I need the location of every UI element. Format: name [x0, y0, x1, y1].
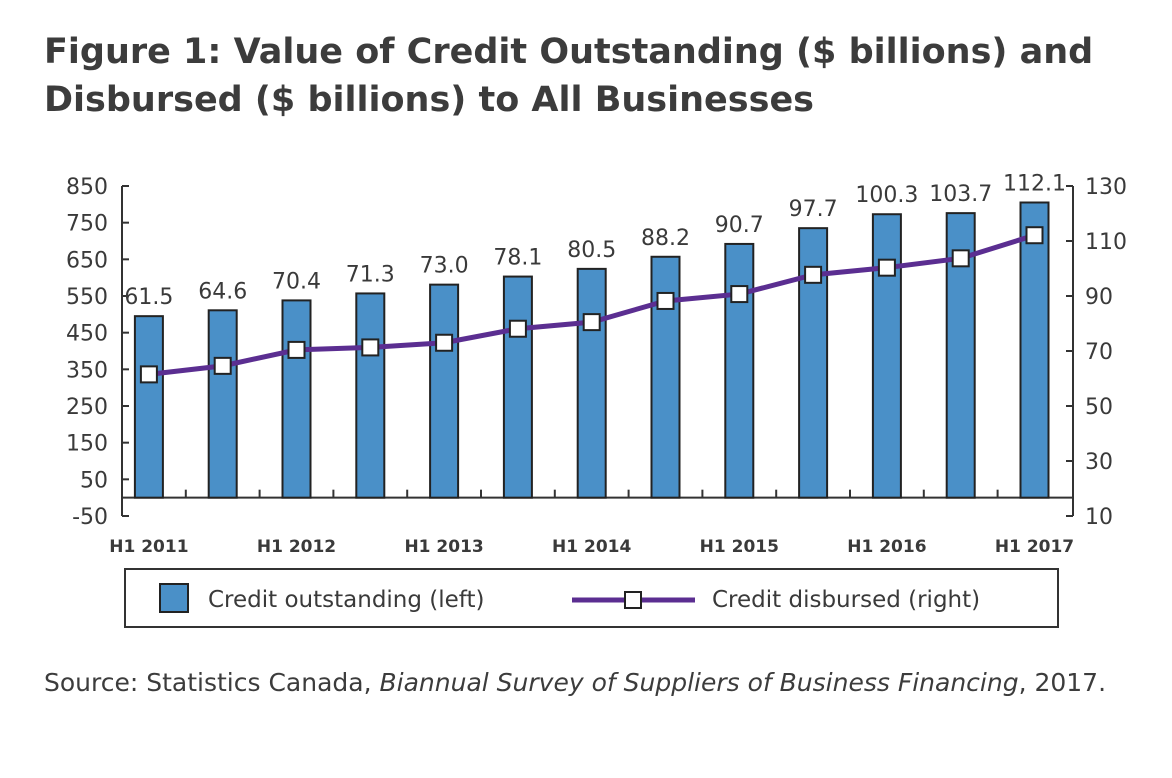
marker-credit-disbursed: [582, 313, 601, 332]
x-tick-label: H1 2016: [847, 537, 926, 557]
left-tick-label: 50: [80, 468, 108, 493]
data-label: 90.7: [715, 213, 764, 238]
marker-credit-disbursed: [951, 249, 970, 268]
data-label: 97.7: [789, 197, 838, 222]
data-label: 78.1: [493, 246, 542, 271]
data-label: 100.3: [855, 183, 918, 208]
chart-title: Figure 1: Value of Credit Outstanding ($…: [44, 28, 1093, 124]
data-label: 112.1: [1003, 172, 1066, 197]
marker-credit-disbursed: [139, 365, 158, 384]
left-tick-label: 850: [66, 175, 108, 200]
x-tick-label: H1 2017: [995, 537, 1074, 557]
source-title: Biannual Survey of Suppliers of Business…: [379, 668, 1019, 697]
data-label: 71.3: [346, 262, 395, 287]
legend-swatch-bar: [159, 583, 189, 613]
legend-swatch-marker: [624, 591, 642, 609]
bar-credit-outstanding: [429, 283, 460, 499]
bar-credit-outstanding: [502, 275, 533, 499]
right-tick-label: 110: [1085, 230, 1127, 255]
left-tick-label: 350: [66, 358, 108, 383]
data-label: 103.7: [929, 182, 992, 207]
marker-credit-disbursed: [435, 333, 454, 352]
bar-credit-outstanding: [871, 213, 902, 499]
data-label: 73.0: [420, 254, 469, 279]
x-tick-label: H1 2013: [404, 537, 483, 557]
source-suffix: , 2017.: [1018, 668, 1107, 697]
bar-credit-outstanding: [133, 315, 164, 499]
data-label: 70.4: [272, 269, 321, 294]
bar-credit-outstanding: [650, 255, 681, 499]
marker-credit-disbursed: [287, 340, 306, 359]
left-tick-label: 750: [66, 212, 108, 237]
right-tick-label: 50: [1085, 395, 1113, 420]
source-prefix: Source: Statistics Canada,: [44, 668, 380, 697]
marker-credit-disbursed: [730, 285, 749, 304]
x-tick-label: H1 2011: [109, 537, 188, 557]
bar-credit-outstanding: [355, 292, 386, 499]
right-tick-label: 10: [1085, 505, 1113, 530]
data-label: 61.5: [124, 285, 173, 310]
x-tick-label: H1 2012: [257, 537, 336, 557]
marker-credit-disbursed: [656, 291, 675, 310]
left-tick-label: 650: [66, 248, 108, 273]
bar-credit-outstanding: [576, 267, 607, 499]
bar-credit-outstanding: [281, 299, 312, 499]
marker-credit-disbursed: [361, 338, 380, 357]
left-tick-label: 550: [66, 285, 108, 310]
right-tick-label: 30: [1085, 450, 1113, 475]
legend-label-disbursed: Credit disbursed (right): [712, 587, 980, 613]
bar-credit-outstanding: [1019, 201, 1050, 499]
bar-credit-outstanding: [207, 309, 238, 499]
left-tick-label: 250: [66, 395, 108, 420]
marker-credit-disbursed: [877, 258, 896, 277]
title-line-2: Disbursed ($ billions) to All Businesses: [44, 80, 815, 120]
data-label: 80.5: [567, 238, 616, 263]
left-tick-label: 450: [66, 322, 108, 347]
right-tick-label: 90: [1085, 285, 1113, 310]
legend-label-outstanding: Credit outstanding (left): [208, 587, 485, 613]
title-line-1: Figure 1: Value of Credit Outstanding ($…: [44, 32, 1094, 72]
source-note: Source: Statistics Canada, Biannual Surv…: [44, 664, 1106, 702]
right-tick-label: 70: [1085, 340, 1113, 365]
left-tick-label: 150: [66, 432, 108, 457]
left-tick-label: -50: [72, 505, 108, 530]
right-tick-label: 130: [1085, 175, 1127, 200]
x-tick-label: H1 2015: [700, 537, 779, 557]
bar-credit-outstanding: [724, 242, 755, 499]
marker-credit-disbursed: [213, 356, 232, 375]
data-label: 88.2: [641, 226, 690, 251]
marker-credit-disbursed: [804, 265, 823, 284]
marker-credit-disbursed: [508, 319, 527, 338]
x-tick-label: H1 2014: [552, 537, 631, 557]
data-label: 64.6: [198, 279, 247, 304]
marker-credit-disbursed: [1025, 226, 1044, 245]
